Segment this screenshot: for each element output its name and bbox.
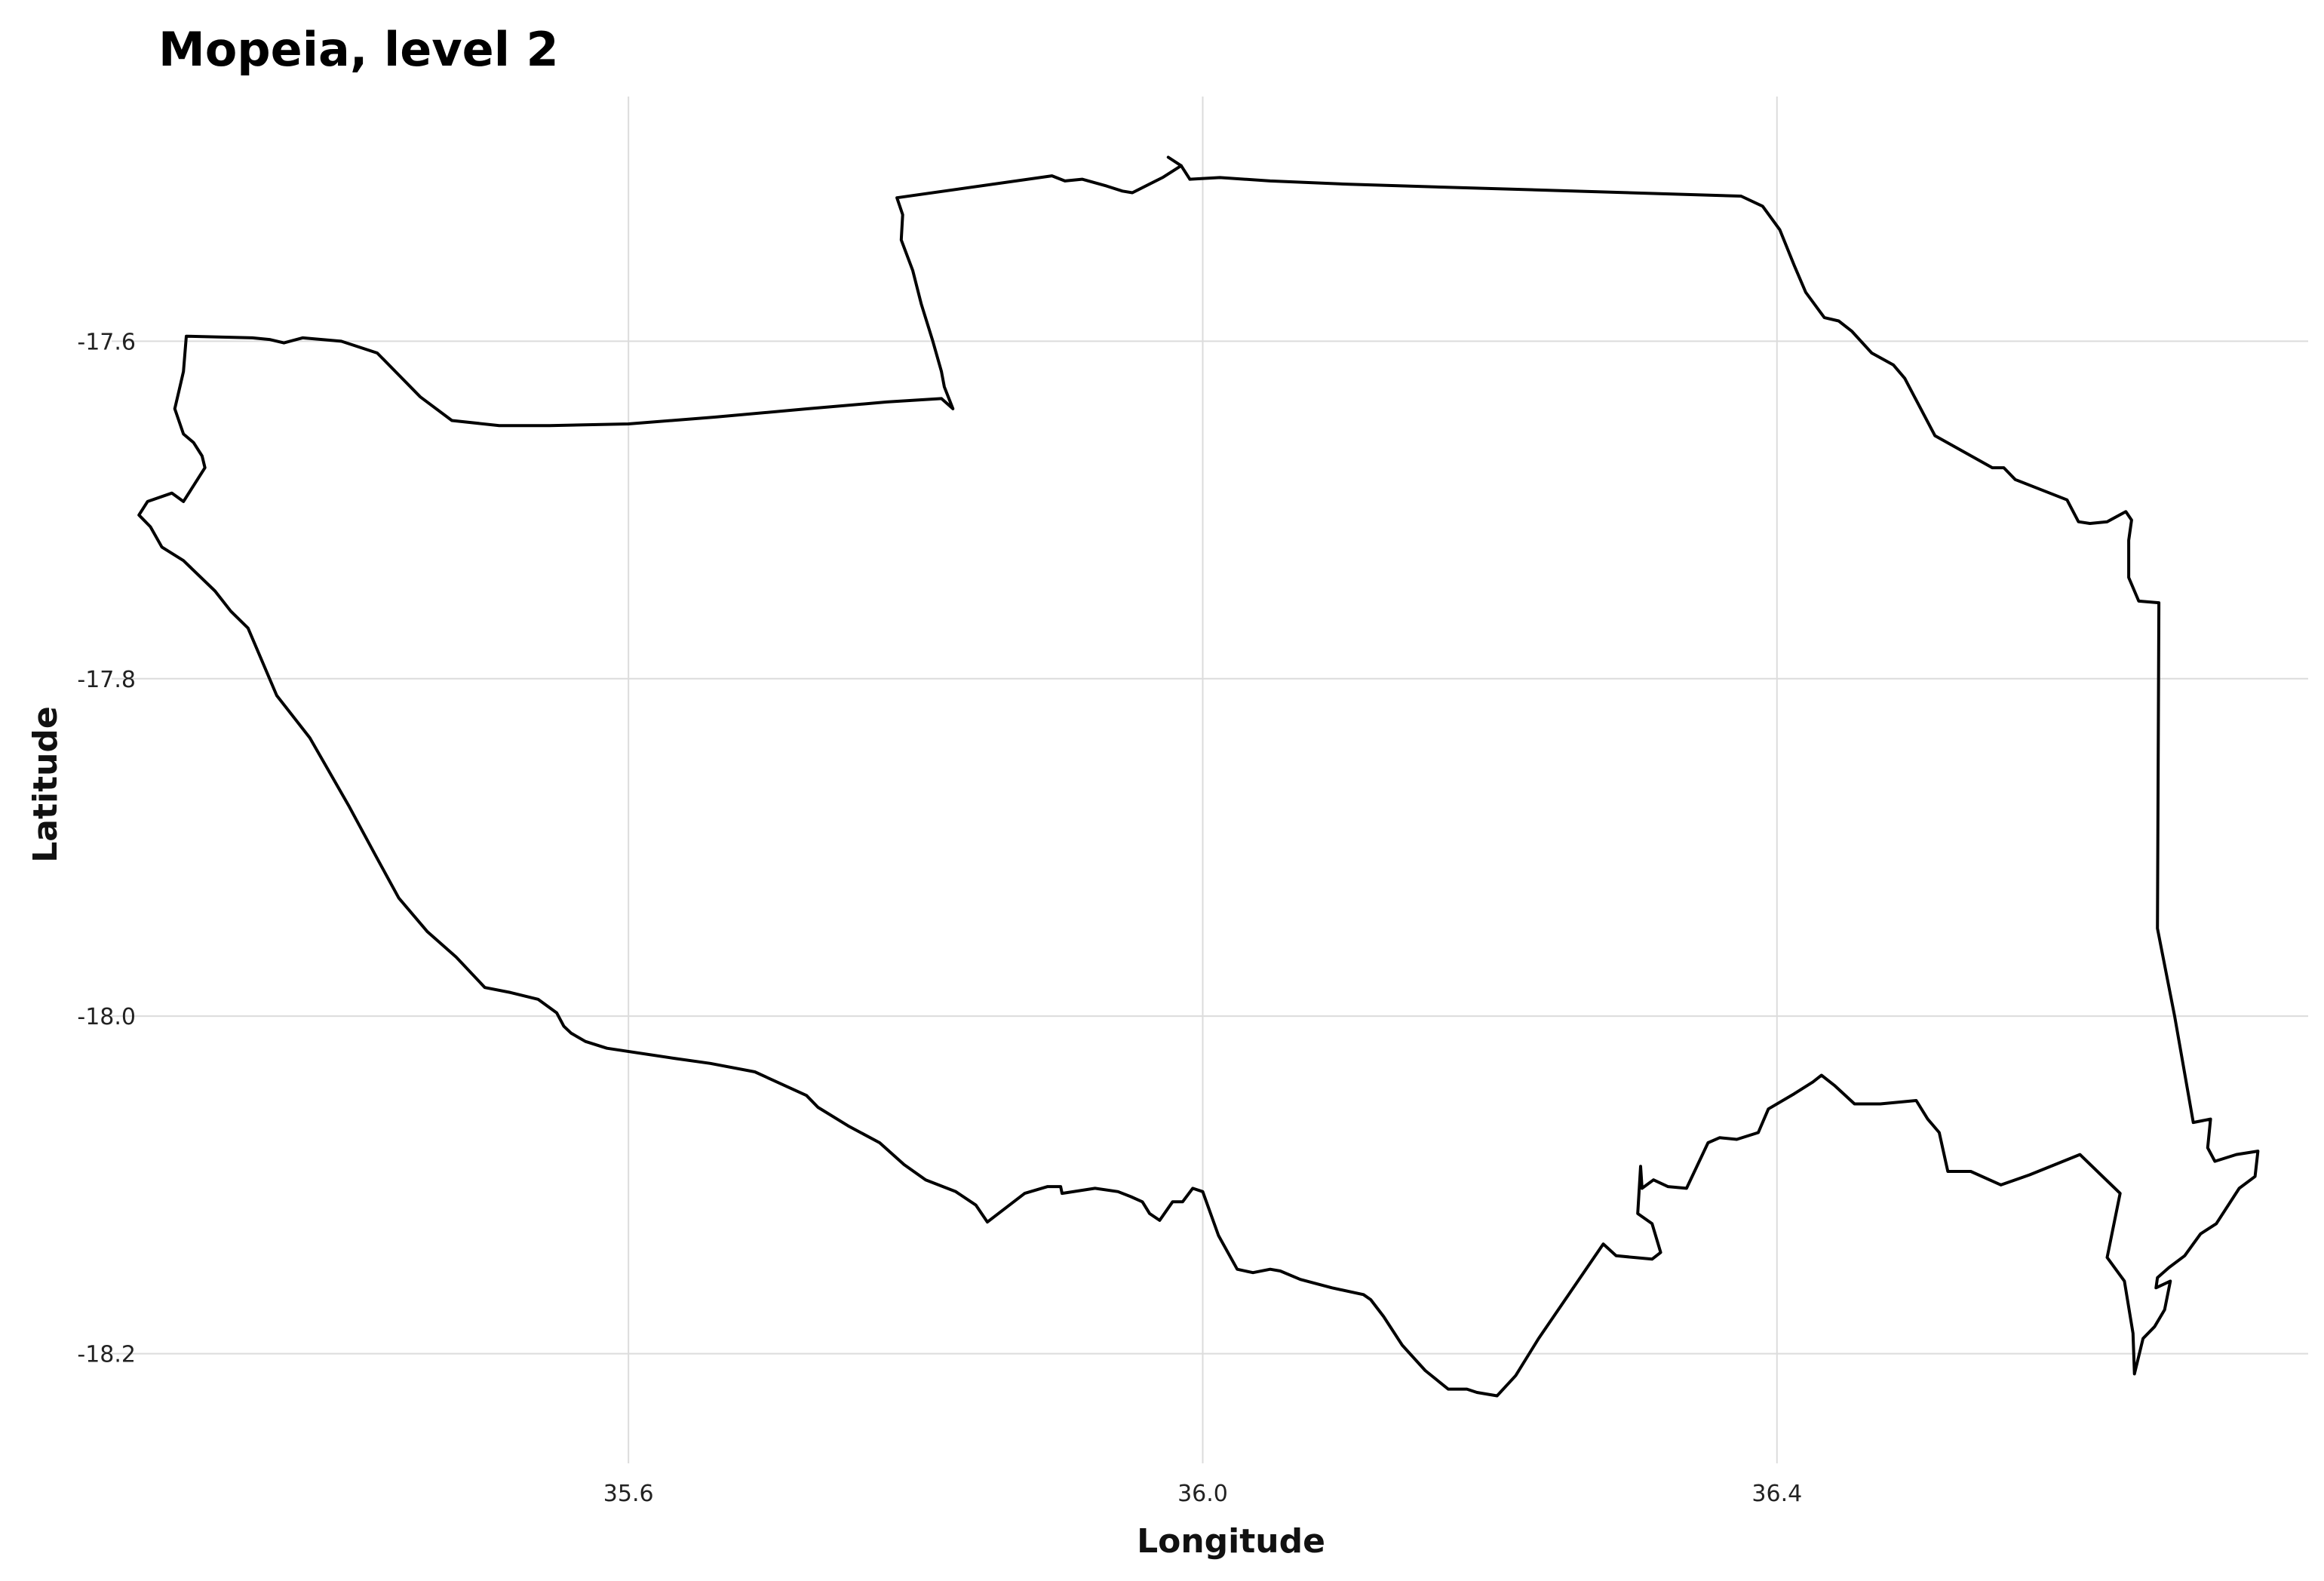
y-axis-ticks: -17.6 -17.8 -18.0 -18.2 xyxy=(77,329,136,1368)
boundary-spur xyxy=(1166,155,1183,167)
x-tick-label: 36.4 xyxy=(1751,1481,1802,1507)
chart-title: Mopeia, level 2 xyxy=(158,22,559,77)
x-tick-label: 36.0 xyxy=(1177,1481,1228,1507)
y-tick-label: -17.8 xyxy=(77,667,136,693)
region-outline-group xyxy=(137,155,2260,1398)
grid xyxy=(112,97,2308,1463)
x-axis-title: Longitude xyxy=(1137,1522,1325,1561)
y-tick-label: -18.2 xyxy=(77,1342,136,1368)
region-outline xyxy=(137,164,2260,1398)
x-tick-label: 35.6 xyxy=(603,1481,654,1507)
y-tick-label: -18.0 xyxy=(77,1004,136,1030)
y-tick-label: -17.6 xyxy=(77,329,136,355)
y-axis-title: Latitude xyxy=(26,706,65,863)
x-axis-ticks: 35.6 36.0 36.4 xyxy=(603,1481,1802,1507)
